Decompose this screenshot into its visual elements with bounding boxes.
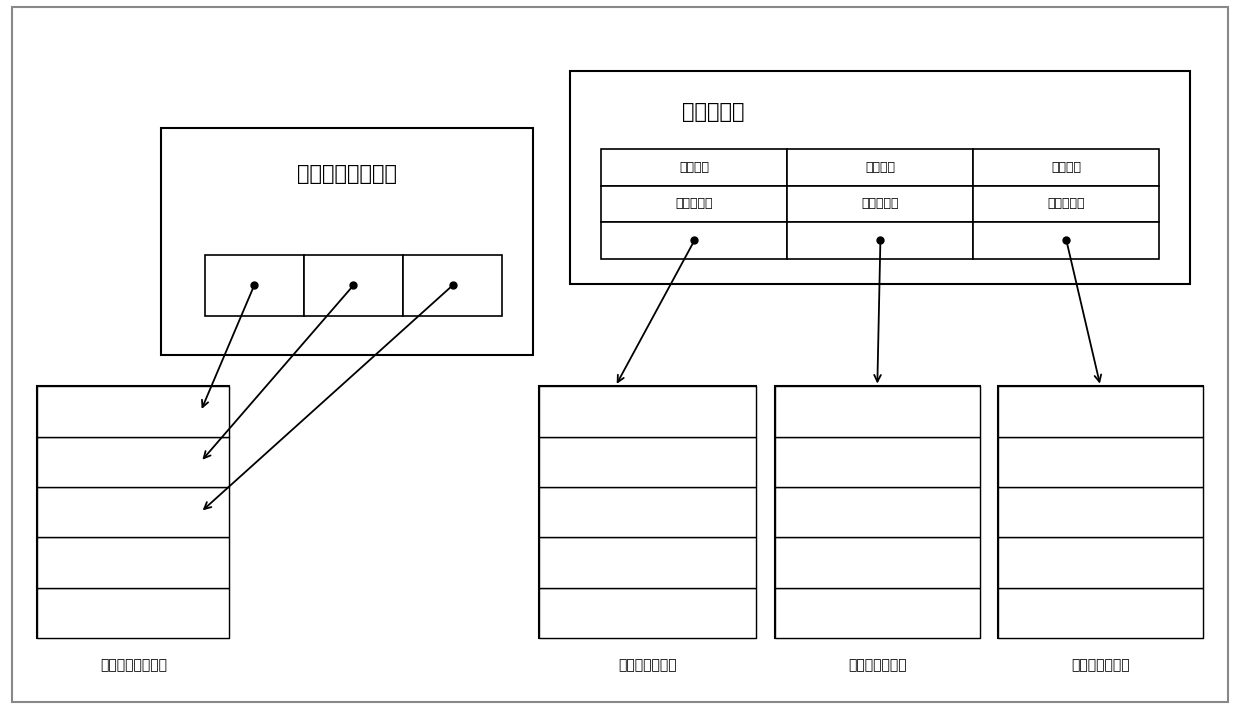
Bar bbox=[998, 437, 1203, 487]
Bar bbox=[403, 255, 502, 316]
Bar bbox=[973, 186, 1159, 222]
Text: 数据块长度: 数据块长度 bbox=[676, 197, 713, 211]
Bar bbox=[775, 537, 980, 588]
Bar bbox=[775, 386, 980, 638]
Text: 当前位置: 当前位置 bbox=[1052, 161, 1081, 174]
Bar bbox=[775, 386, 980, 437]
Bar bbox=[601, 186, 787, 222]
Bar bbox=[539, 588, 756, 638]
Text: 测点数据块队列: 测点数据块队列 bbox=[1071, 658, 1130, 672]
Text: 单条测点数据队列: 单条测点数据队列 bbox=[99, 658, 167, 672]
Text: 测点数据块队列: 测点数据块队列 bbox=[619, 658, 677, 672]
Text: 数据块长度: 数据块长度 bbox=[1048, 197, 1085, 211]
FancyBboxPatch shape bbox=[12, 7, 1228, 702]
Bar bbox=[998, 386, 1203, 437]
Bar bbox=[973, 222, 1159, 259]
Text: 当前位置: 当前位置 bbox=[680, 161, 709, 174]
Bar bbox=[161, 128, 533, 354]
Bar bbox=[304, 255, 403, 316]
Bar bbox=[539, 386, 756, 437]
Bar bbox=[787, 149, 973, 186]
Bar bbox=[601, 222, 787, 259]
Bar bbox=[775, 487, 980, 537]
Bar bbox=[37, 537, 229, 588]
Bar bbox=[37, 487, 229, 537]
Bar bbox=[37, 588, 229, 638]
Bar bbox=[539, 537, 756, 588]
Bar bbox=[37, 386, 229, 437]
Bar bbox=[775, 437, 980, 487]
Bar bbox=[998, 537, 1203, 588]
Bar bbox=[973, 149, 1159, 186]
Bar bbox=[570, 71, 1190, 284]
Bar bbox=[998, 386, 1203, 638]
Text: 测点数据块队列: 测点数据块队列 bbox=[848, 658, 906, 672]
Bar bbox=[37, 386, 229, 638]
Bar bbox=[998, 487, 1203, 537]
Text: 当前位置: 当前位置 bbox=[866, 161, 895, 174]
Bar bbox=[998, 588, 1203, 638]
Bar bbox=[205, 255, 304, 316]
Bar bbox=[787, 186, 973, 222]
Bar bbox=[787, 222, 973, 259]
Text: 单条测点数据索引: 单条测点数据索引 bbox=[298, 164, 397, 184]
Text: 数据块长度: 数据块长度 bbox=[862, 197, 899, 211]
Bar bbox=[539, 386, 756, 638]
Bar bbox=[775, 588, 980, 638]
Bar bbox=[37, 437, 229, 487]
Bar bbox=[601, 149, 787, 186]
Bar bbox=[539, 487, 756, 537]
Bar bbox=[539, 437, 756, 487]
Text: 数据块索引: 数据块索引 bbox=[682, 102, 744, 122]
